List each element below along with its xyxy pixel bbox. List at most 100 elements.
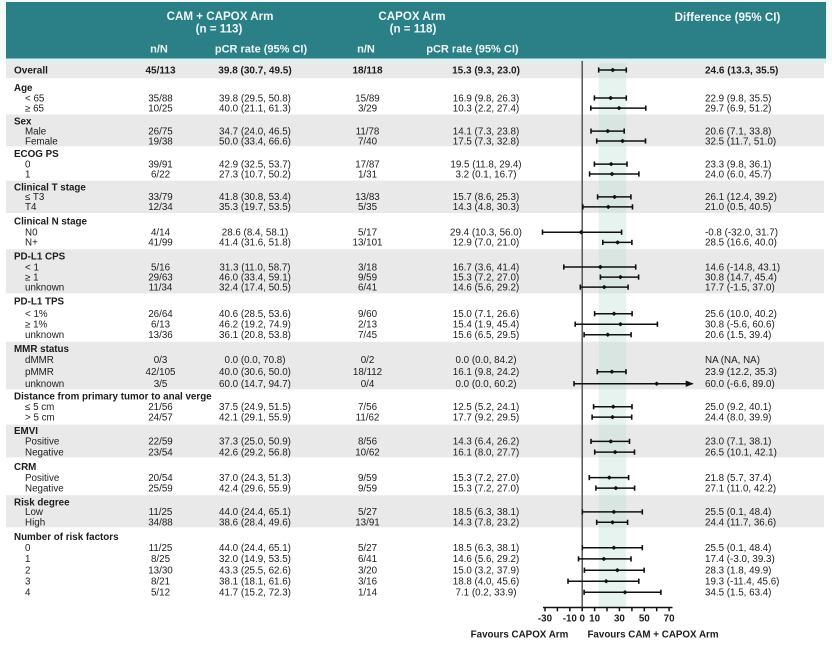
- svg-text:19.3 (-11.4, 45.6): 19.3 (-11.4, 45.6): [705, 577, 779, 588]
- svg-text:4: 4: [25, 588, 31, 599]
- svg-text:41.4 (31.6, 51.8): 41.4 (31.6, 51.8): [219, 238, 291, 249]
- svg-text:46.0 (33.4, 59.1): 46.0 (33.4, 59.1): [219, 272, 291, 283]
- svg-text:7/45: 7/45: [358, 330, 378, 341]
- svg-text:39/91: 39/91: [148, 159, 173, 170]
- svg-text:26/64: 26/64: [148, 309, 173, 320]
- svg-text:19/38: 19/38: [148, 136, 173, 147]
- svg-text:13/91: 13/91: [355, 518, 380, 529]
- svg-text:Male: Male: [25, 126, 47, 137]
- svg-text:< 1%: < 1%: [25, 309, 48, 320]
- svg-text:12.5 (5.2, 24.1): 12.5 (5.2, 24.1): [453, 402, 519, 413]
- svg-text:70: 70: [664, 614, 675, 625]
- svg-text:25.6 (10.0, 40.2): 25.6 (10.0, 40.2): [705, 309, 777, 320]
- svg-text:5/17: 5/17: [358, 228, 377, 239]
- svg-text:41/99: 41/99: [148, 238, 173, 249]
- svg-text:34.7 (24.0, 46.5): 34.7 (24.0, 46.5): [219, 126, 291, 137]
- svg-text:18.5 (6.3, 38.1): 18.5 (6.3, 38.1): [453, 507, 519, 518]
- svg-text:Risk degree: Risk degree: [14, 497, 70, 508]
- svg-text:16.1 (8.0, 27.7): 16.1 (8.0, 27.7): [453, 447, 519, 458]
- svg-text:15.3 (9.3, 23.0): 15.3 (9.3, 23.0): [452, 65, 520, 76]
- svg-text:34/88: 34/88: [148, 518, 173, 529]
- svg-text:6/13: 6/13: [151, 320, 171, 331]
- svg-text:28.6 (8.4, 58.1): 28.6 (8.4, 58.1): [222, 228, 288, 239]
- svg-text:(n = 113): (n = 113): [196, 23, 243, 36]
- svg-text:9/59: 9/59: [358, 272, 377, 283]
- svg-text:≥ 1%: ≥ 1%: [25, 320, 48, 331]
- svg-text:32.0 (14.9, 53.5): 32.0 (14.9, 53.5): [219, 554, 291, 565]
- svg-text:37.0 (24.3, 51.3): 37.0 (24.3, 51.3): [219, 473, 291, 484]
- svg-text:40.0 (30.6, 50.0): 40.0 (30.6, 50.0): [219, 367, 291, 378]
- svg-text:8/25: 8/25: [151, 554, 171, 565]
- svg-text:21.8 (5.7, 37.4): 21.8 (5.7, 37.4): [705, 473, 771, 484]
- svg-text:≥ 1: ≥ 1: [25, 272, 39, 283]
- svg-text:23.0 (7.1, 38.1): 23.0 (7.1, 38.1): [705, 437, 771, 448]
- svg-text:38.1 (18.1, 61.6): 38.1 (18.1, 61.6): [219, 577, 291, 588]
- svg-text:unknown: unknown: [25, 330, 64, 341]
- svg-text:42.1 (29.1, 55.9): 42.1 (29.1, 55.9): [219, 412, 291, 423]
- svg-text:≤ T3: ≤ T3: [25, 192, 45, 203]
- svg-text:9/59: 9/59: [358, 473, 377, 484]
- svg-text:24/57: 24/57: [148, 412, 173, 423]
- svg-text:15.0 (3.2, 37.9): 15.0 (3.2, 37.9): [453, 566, 519, 577]
- svg-text:0.0 (0.0, 70.8): 0.0 (0.0, 70.8): [225, 355, 286, 366]
- svg-text:14.6 (5.6, 29.2): 14.6 (5.6, 29.2): [453, 554, 519, 565]
- svg-text:Favours CAPOX Arm: Favours CAPOX Arm: [471, 630, 569, 641]
- svg-text:21/56: 21/56: [148, 402, 173, 413]
- svg-text:0/2: 0/2: [361, 355, 375, 366]
- svg-text:15.4 (1.9, 45.4): 15.4 (1.9, 45.4): [453, 320, 519, 331]
- svg-text:13/36: 13/36: [148, 330, 173, 341]
- svg-text:12.9 (7.0, 21.0): 12.9 (7.0, 21.0): [453, 238, 519, 249]
- svg-text:Age: Age: [14, 83, 33, 94]
- svg-text:28.5 (16.6, 40.0): 28.5 (16.6, 40.0): [705, 238, 777, 249]
- svg-text:32.5 (11.7, 51.0): 32.5 (11.7, 51.0): [705, 136, 776, 147]
- svg-text:3/16: 3/16: [358, 577, 378, 588]
- svg-text:15.3 (7.2, 27.0): 15.3 (7.2, 27.0): [453, 272, 519, 283]
- svg-text:NA (NA, NA): NA (NA, NA): [705, 355, 760, 366]
- svg-text:Clinical N stage: Clinical N stage: [14, 217, 88, 228]
- svg-text:42.4 (29.6, 55.9): 42.4 (29.6, 55.9): [219, 483, 291, 494]
- svg-text:41.8 (30.8, 53.4): 41.8 (30.8, 53.4): [219, 192, 291, 203]
- svg-text:42/105: 42/105: [146, 367, 177, 378]
- svg-text:37.5 (24.9, 51.5): 37.5 (24.9, 51.5): [219, 402, 291, 413]
- svg-text:≥ 65: ≥ 65: [25, 103, 45, 114]
- svg-text:> 5 cm: > 5 cm: [25, 412, 55, 423]
- svg-text:7.1 (0.2, 33.9): 7.1 (0.2, 33.9): [456, 588, 517, 599]
- svg-text:42.9 (32.5, 53.7): 42.9 (32.5, 53.7): [219, 159, 291, 170]
- svg-text:2/13: 2/13: [358, 320, 378, 331]
- svg-text:11/78: 11/78: [356, 126, 380, 137]
- svg-text:25.5 (0.1, 48.4): 25.5 (0.1, 48.4): [705, 543, 771, 554]
- svg-text:< 65: < 65: [25, 93, 45, 104]
- svg-text:38.6 (28.4, 49.6): 38.6 (28.4, 49.6): [219, 518, 291, 529]
- svg-text:-30: -30: [538, 614, 553, 625]
- svg-text:0.0 (0.0, 84.2): 0.0 (0.0, 84.2): [456, 355, 517, 366]
- svg-text:15.3 (7.2, 27.0): 15.3 (7.2, 27.0): [453, 483, 519, 494]
- svg-text:29.4 (10.3, 56.0): 29.4 (10.3, 56.0): [450, 228, 522, 239]
- svg-text:5/27: 5/27: [358, 543, 377, 554]
- svg-text:Female: Female: [25, 136, 58, 147]
- svg-text:unknown: unknown: [25, 379, 64, 390]
- svg-text:26/75: 26/75: [148, 126, 173, 137]
- svg-text:24.4 (11.7, 36.6): 24.4 (11.7, 36.6): [705, 518, 776, 529]
- svg-text:unknown: unknown: [25, 282, 64, 293]
- svg-text:Low: Low: [25, 507, 44, 518]
- svg-text:PD-L1 TPS: PD-L1 TPS: [14, 296, 65, 307]
- svg-text:35.3 (19.7, 53.5): 35.3 (19.7, 53.5): [219, 202, 291, 213]
- svg-text:13/101: 13/101: [353, 238, 383, 249]
- svg-text:21.0 (0.5, 40.5): 21.0 (0.5, 40.5): [705, 202, 771, 213]
- svg-text:10/62: 10/62: [355, 447, 380, 458]
- svg-text:24.6 (13.3, 35.5): 24.6 (13.3, 35.5): [705, 65, 778, 76]
- svg-text:Sex: Sex: [14, 117, 32, 128]
- svg-text:27.1 (11.0, 42.2): 27.1 (11.0, 42.2): [705, 483, 776, 494]
- svg-text:7/40: 7/40: [358, 136, 378, 147]
- svg-text:7/56: 7/56: [358, 402, 378, 413]
- svg-text:11/25: 11/25: [149, 507, 173, 518]
- svg-text:36.1 (20.8, 53.8): 36.1 (20.8, 53.8): [219, 330, 291, 341]
- svg-text:dMMR: dMMR: [25, 355, 54, 366]
- svg-text:-0.8 (-32.0, 31.7): -0.8 (-32.0, 31.7): [705, 228, 778, 239]
- svg-text:44.0 (24.4, 65.1): 44.0 (24.4, 65.1): [219, 507, 291, 518]
- svg-text:24.4 (8.0, 39.9): 24.4 (8.0, 39.9): [705, 412, 771, 423]
- svg-text:0: 0: [25, 159, 31, 170]
- svg-text:34.5 (1.5, 63.4): 34.5 (1.5, 63.4): [705, 588, 771, 599]
- svg-text:N0: N0: [25, 228, 38, 239]
- svg-text:6/41: 6/41: [358, 282, 377, 293]
